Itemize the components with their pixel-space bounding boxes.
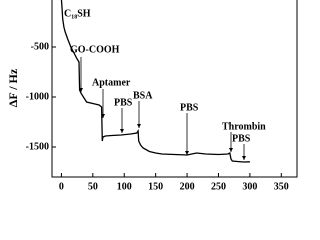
y-tick-label: -1000 [26,91,49,102]
y-tick-label: -1500 [26,141,49,152]
annotation-arrowhead [229,148,233,152]
annotation: BSA [133,90,153,101]
x-tick-label: 250 [211,181,226,192]
x-tick-label: 200 [180,181,195,192]
plot-frame [51,0,298,178]
y-axis-label: ΔF / Hz [6,68,20,107]
annotation: PBS [232,133,251,144]
annotation: Aptamer [92,77,131,88]
annotation-arrowhead [101,114,105,118]
annotation-arrowhead [120,129,124,133]
x-tick-label: 350 [274,181,289,192]
annotation-arrowhead [185,151,189,155]
annotation-arrowhead [79,88,83,92]
data-line [60,0,250,163]
annotation-arrowhead [242,156,246,160]
x-tick-label: 0 [59,181,64,192]
x-tick-label: 150 [148,181,163,192]
annotation: Thrombin [222,121,266,132]
annotation: GO-COOH [70,44,120,55]
annotation-arrowhead [137,124,141,128]
y-tick-label: -500 [31,41,49,52]
x-tick-label: 100 [117,181,132,192]
annotation: PBS [114,97,133,108]
annotation: PBS [180,102,199,113]
y-tick-label: 0 [44,0,49,2]
annotation: C₁₈SH [64,8,91,19]
x-tick-label: 50 [88,181,98,192]
x-tick-label: 300 [242,181,257,192]
chart: ΔF / Hz 0 50 100 150 200 250 300 350 -1500 -1000 -… [6,0,298,192]
